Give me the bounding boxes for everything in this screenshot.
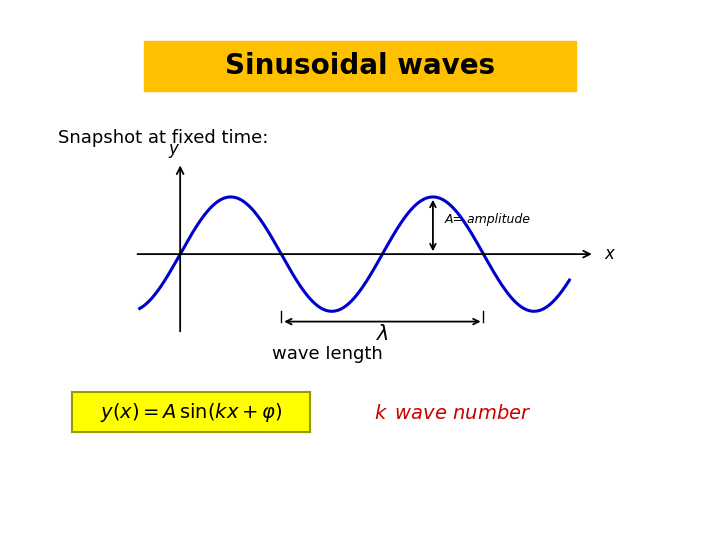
Text: Snapshot at fixed time:: Snapshot at fixed time: (58, 129, 268, 147)
Text: wave length: wave length (272, 345, 383, 363)
Text: $y(x) = A\,\mathrm{sin}(kx + \varphi)$: $y(x) = A\,\mathrm{sin}(kx + \varphi)$ (99, 401, 282, 423)
Text: $\lambda$: $\lambda$ (376, 325, 389, 345)
Text: Sinusoidal waves: Sinusoidal waves (225, 52, 495, 80)
Bar (144, 41, 576, 91)
Text: $k\,$ wave number: $k\,$ wave number (374, 403, 532, 423)
Text: x: x (605, 245, 615, 263)
Text: A= amplitude: A= amplitude (445, 213, 531, 226)
Text: y: y (168, 140, 178, 158)
